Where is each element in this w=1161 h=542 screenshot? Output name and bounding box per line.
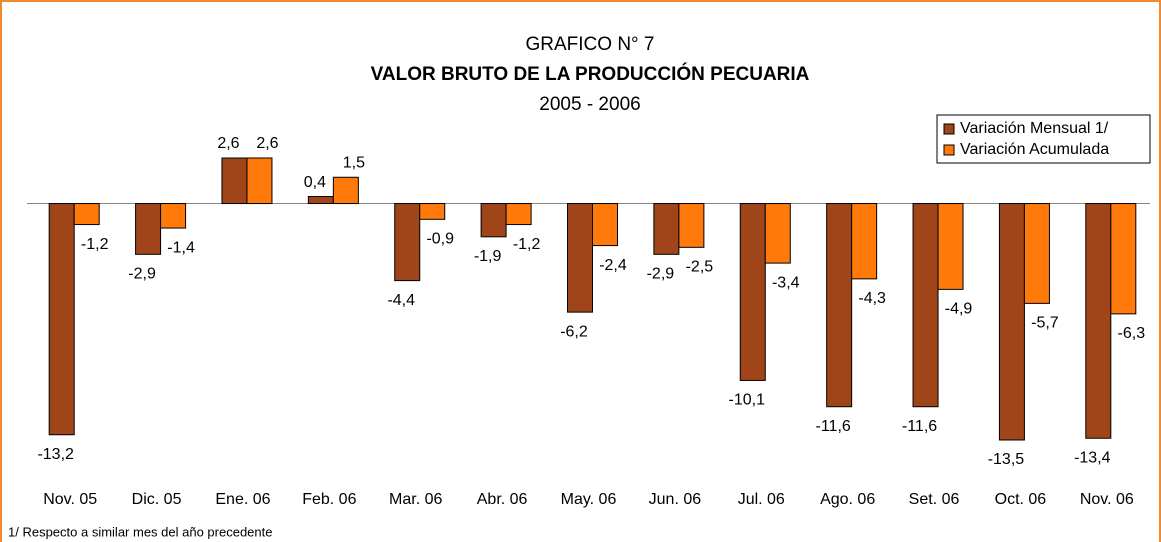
bar [246,157,273,205]
x-tick-label: Jun. 06 [649,491,702,508]
bar [678,203,705,248]
bar [332,176,359,205]
x-tick-label: Ago. 06 [820,491,875,508]
bar [160,203,187,229]
data-label: -2,4 [599,257,627,274]
legend-label: Variación Acumulada [960,141,1109,158]
bar [505,203,532,226]
data-label: -3,4 [772,274,800,291]
bar [739,203,766,381]
data-label: -1,2 [81,236,109,253]
bar [998,203,1025,441]
x-tick-label: Oct. 06 [995,491,1047,508]
data-label: 2,6 [256,135,278,152]
bar [1085,203,1112,439]
data-label: -4,9 [945,301,973,318]
data-label: -13,2 [37,446,74,463]
x-tick-label: Nov. 06 [1080,491,1134,508]
bar [394,203,421,282]
bar [135,203,162,255]
x-tick-label: Mar. 06 [389,491,442,508]
data-label: 1,5 [343,154,365,171]
x-tick-label: Set. 06 [909,491,960,508]
bar [307,196,334,205]
bar [851,203,878,280]
chart-period: 2005 - 2006 [539,94,640,115]
data-label: -0,9 [426,231,454,248]
x-tick-label: Ene. 06 [215,491,270,508]
x-tick-label: Abr. 06 [477,491,528,508]
data-label: -10,1 [729,392,766,409]
data-label: -13,4 [1074,449,1111,466]
bar [567,203,593,313]
legend-swatch [943,123,955,135]
data-label: 2,6 [217,135,239,152]
x-tick-label: Jul. 06 [738,491,785,508]
bar [1023,203,1050,304]
x-tick-label: Dic. 05 [132,491,182,508]
data-label: -1,9 [474,248,502,265]
chart-title: GRAFICO N° 7 [525,34,654,55]
bar [419,203,446,220]
data-label: -6,3 [1118,325,1146,342]
data-label: -11,6 [816,418,851,435]
data-label: -1,4 [167,239,195,256]
data-label: -13,5 [988,451,1025,468]
x-tick-label: Feb. 06 [302,491,356,508]
data-label: -4,4 [387,292,415,309]
chart-subtitle: VALOR BRUTO DE LA PRODUCCIÓN PECUARIA [371,63,810,85]
bar [912,203,939,408]
legend-swatch [943,144,955,156]
data-label: -5,7 [1031,315,1059,332]
bar [653,203,680,255]
x-tick-label: May. 06 [561,491,617,508]
data-label: -6,2 [560,323,588,340]
data-label: -2,9 [128,266,156,283]
bar [937,203,964,290]
x-tick-label: Nov. 05 [43,491,97,508]
bar [48,203,75,436]
data-label: -4,3 [858,290,886,307]
data-label: 0,4 [304,174,326,191]
bar [73,203,100,226]
bar [221,157,248,205]
legend-label: Variación Mensual 1/ [960,120,1109,137]
bar [764,203,791,264]
data-label: -1,2 [513,236,541,253]
footnote: 1/ Respecto a similar mes del año preced… [8,524,272,539]
legend-box [936,114,1151,164]
bar [480,203,507,238]
bar [826,203,853,408]
data-label: -11,6 [902,418,937,435]
bar [1110,203,1137,315]
data-label: -2,9 [647,266,675,283]
bar [592,203,618,247]
data-label: -2,5 [686,259,714,276]
